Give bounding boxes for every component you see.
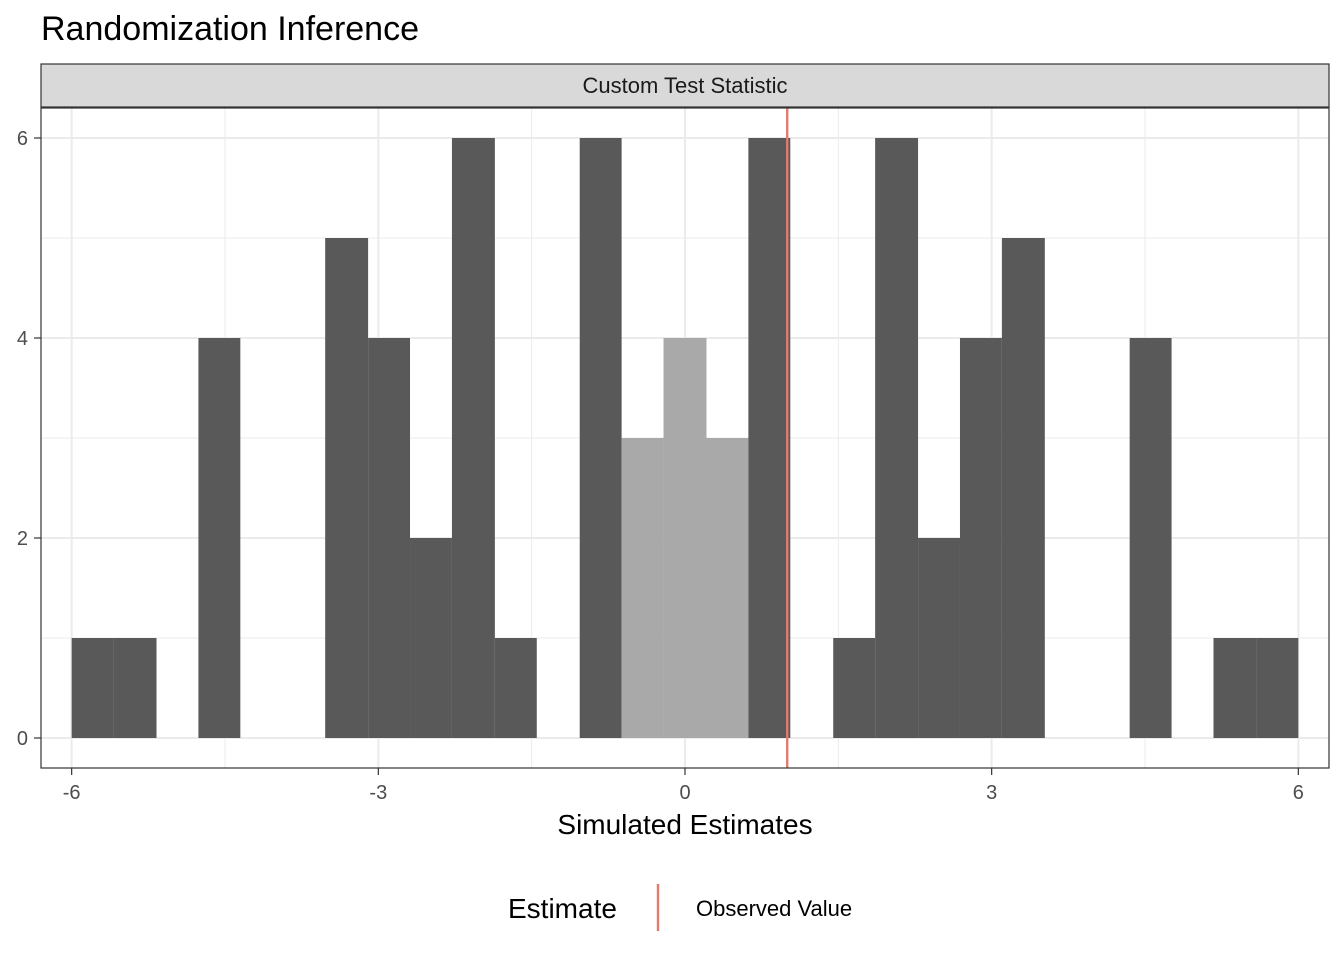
facet-strip-label: Custom Test Statistic [583, 73, 788, 98]
histogram-bar [833, 638, 876, 738]
histogram-bar [579, 138, 622, 738]
x-axis: -6 -3 0 3 6 [63, 768, 1304, 804]
legend-label-observed-value: Observed Value [696, 896, 852, 921]
facet-strip [40, 63, 1330, 108]
histogram-bar [1213, 638, 1257, 738]
y-tick-label: 0 [17, 728, 28, 750]
legend: Estimate Observed Value [508, 884, 852, 931]
histogram-bar [325, 238, 369, 738]
histogram-bar [198, 338, 241, 738]
y-axis: 0 2 4 6 [17, 128, 41, 750]
histogram-bar [368, 338, 411, 738]
y-tick-label: 6 [17, 128, 28, 150]
histogram-bar [451, 138, 495, 738]
x-tick-label: 0 [679, 782, 690, 804]
x-tick-label: -3 [369, 782, 387, 804]
histogram-bar [706, 438, 749, 738]
histogram-bar [113, 638, 157, 738]
histogram-bar [663, 338, 707, 738]
histogram-bar [918, 538, 960, 738]
histogram-bar [1001, 238, 1045, 738]
chart-title: Randomization Inference [41, 10, 419, 48]
y-tick-label: 2 [17, 528, 28, 550]
y-tick-label: 4 [17, 328, 28, 350]
x-axis-title: Simulated Estimates [557, 809, 812, 840]
histogram-bar [71, 638, 114, 738]
histogram-bar [748, 138, 791, 738]
histogram-bars [71, 138, 1299, 738]
x-tick-label: -6 [63, 782, 81, 804]
histogram-bar [1256, 638, 1299, 738]
legend-title: Estimate [508, 893, 617, 924]
histogram-bar [1129, 338, 1172, 738]
histogram-bar [959, 338, 1002, 738]
histogram-bar [494, 638, 537, 738]
histogram-bar [621, 438, 664, 738]
histogram-bar [875, 138, 919, 738]
x-tick-label: 3 [986, 782, 997, 804]
histogram-bar [410, 538, 452, 738]
x-tick-label: 6 [1293, 782, 1304, 804]
